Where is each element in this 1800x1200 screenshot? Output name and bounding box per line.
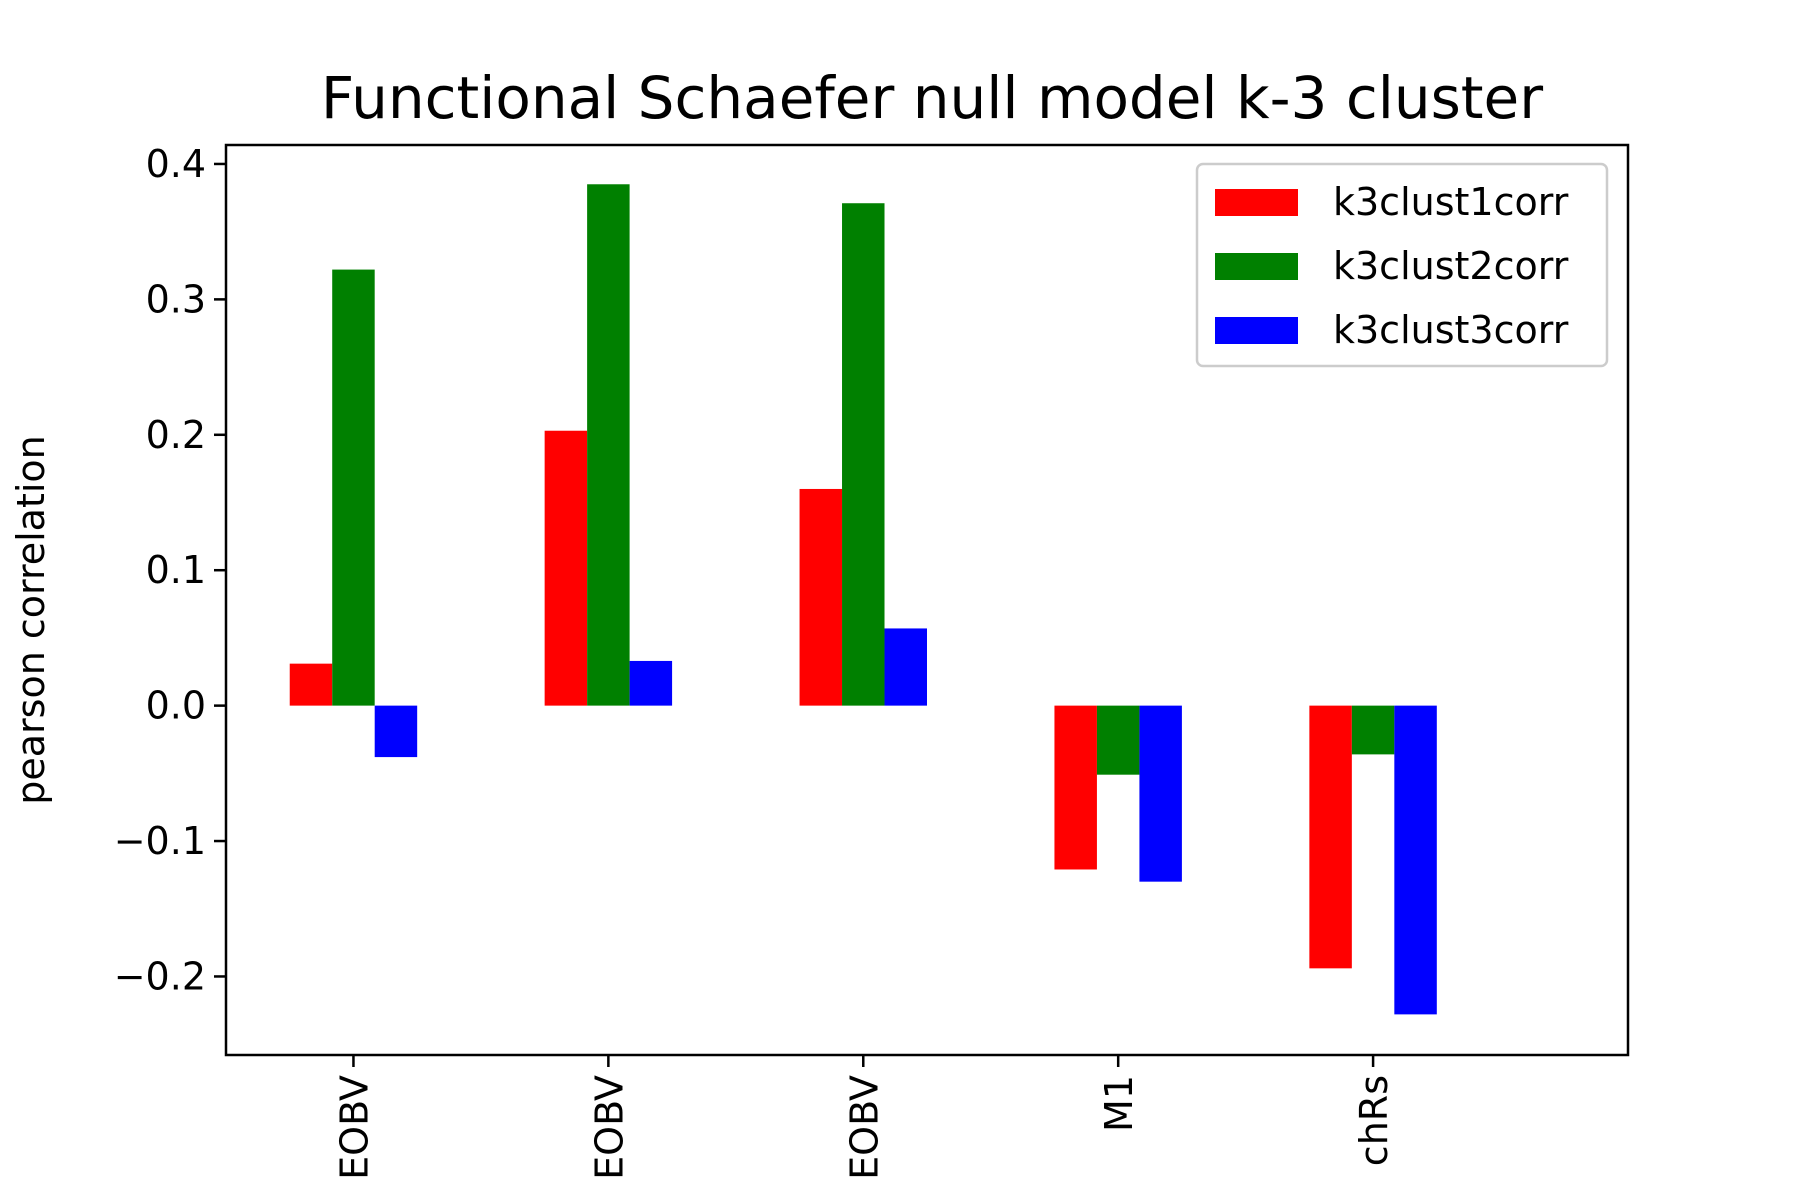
y-tick-label: 0.2: [146, 413, 206, 457]
legend-swatch-k3clust2corr: [1215, 253, 1298, 280]
y-tick-label: −0.2: [114, 954, 206, 998]
bars-group: [289, 184, 1437, 1015]
bar-k3clust1corr-4: [1054, 705, 1097, 870]
legend-swatch-k3clust1corr: [1215, 189, 1298, 216]
bar-k3clust2corr-2: [587, 184, 630, 706]
legend-label-k3clust2corr: k3clust2corr: [1333, 244, 1569, 288]
x-tick-label: chRs: [1352, 1075, 1396, 1166]
bar-k3clust1corr-3: [799, 488, 843, 706]
plot-frame: [224, 143, 1630, 1057]
bar-k3clust2corr-1: [332, 269, 375, 706]
bar-k3clust3corr-5: [1394, 705, 1437, 1015]
y-axis-label: pearson correlation: [9, 435, 53, 805]
bar-k3clust1corr-2: [544, 430, 588, 706]
legend-box: [1195, 162, 1609, 368]
x-tick-label: EOBV: [587, 1075, 631, 1180]
y-ticks-group: −0.2 −0.1 0.0 0.1 0.2 0.3 0.4: [114, 142, 226, 998]
legend-swatch-k3clust3corr: [1215, 317, 1298, 344]
y-tick-label: 0.0: [146, 684, 206, 728]
bar-k3clust3corr-2: [629, 660, 673, 706]
legend: k3clust1corr k3clust2corr k3clust3corr: [1195, 162, 1609, 368]
x-ticks-group: EOBV EOBV EOBV M1 chRs: [332, 1055, 1396, 1180]
bar-k3clust3corr-1: [374, 705, 418, 758]
bar-k3clust2corr-3: [842, 203, 885, 706]
bar-k3clust2corr-5: [1351, 705, 1395, 755]
legend-label-k3clust3corr: k3clust3corr: [1333, 308, 1569, 352]
chart-title: Functional Schaefer null model k-3 clust…: [321, 64, 1543, 132]
bar-k3clust1corr-5: [1309, 705, 1352, 969]
y-tick-label: 0.4: [146, 142, 206, 186]
bar-k3clust1corr-1: [289, 663, 333, 706]
bar-k3clust2corr-4: [1096, 705, 1140, 775]
y-tick-label: 0.1: [146, 548, 206, 592]
y-tick-label: 0.3: [146, 277, 206, 321]
bar-k3clust3corr-3: [884, 628, 927, 706]
legend-label-k3clust1corr: k3clust1corr: [1333, 180, 1569, 224]
x-tick-label: EOBV: [842, 1075, 886, 1180]
y-tick-label: −0.1: [114, 819, 206, 863]
bar-k3clust3corr-4: [1139, 705, 1182, 882]
x-tick-label: M1: [1097, 1075, 1141, 1132]
x-tick-label: EOBV: [332, 1075, 376, 1180]
